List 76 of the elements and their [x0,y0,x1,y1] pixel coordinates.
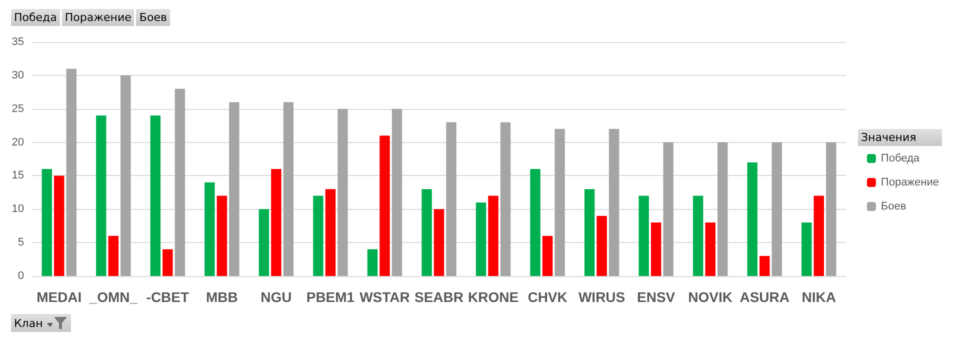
bar [392,108,402,276]
x-tick-label: -CBET [146,289,190,305]
x-tick-label: _OMN_ [88,289,138,305]
bar [434,209,444,276]
bar [705,222,716,276]
bar [663,142,674,276]
bar [42,169,52,276]
x-axis-title: Клан [14,316,43,330]
bar [422,189,432,276]
legend-label: Поражение [880,176,940,188]
y-tick-label: 30 [12,69,24,82]
x-tick-label: NIKA [802,289,836,305]
bar [826,142,836,276]
bar [174,88,186,276]
bar [325,189,336,276]
bar [638,196,649,276]
x-tick-label: MEDAI [36,289,82,305]
bar [747,162,758,276]
bar [759,256,770,276]
legend-label: Боев [880,200,906,212]
bar [108,236,119,276]
bar [338,108,348,276]
y-tick-label: 15 [12,170,24,182]
text: Поражение [62,9,134,26]
x-tick-label: KRONE [468,289,519,305]
bar [542,236,553,276]
y-tick-label: 35 [12,36,24,48]
bar [802,222,812,276]
y-tick-label: 20 [12,136,24,148]
bar [216,196,228,276]
bar [814,196,824,276]
bar [596,216,607,276]
bar [271,169,282,276]
bar [584,189,595,276]
bar [96,116,106,276]
bar [772,142,782,276]
bar [204,182,215,276]
y-tick-label: 10 [12,203,24,216]
bar [488,196,498,276]
bar [283,102,294,276]
x-tick-label: ENSV [637,289,676,305]
text: Победа [11,9,60,26]
legend-label: Победа [880,152,920,164]
bar [500,122,511,276]
bar [650,222,662,276]
bar [54,176,64,276]
text: Боев [136,9,170,26]
bar [229,102,240,276]
bar [258,209,270,276]
x-tick-label: NGU [260,289,292,305]
bar [476,202,486,276]
x-tick-label: CHVK [528,289,568,305]
x-tick-label: WIRUS [578,289,626,305]
bar [530,169,540,276]
x-tick-label: ASURA [740,289,790,305]
y-tick-label: 5 [18,236,24,249]
x-tick-label: WSTAR [360,289,410,305]
x-tick-label: SEABR [414,289,464,305]
bar [554,128,565,276]
y-tick-label: 0 [18,270,24,282]
bar [446,122,456,276]
x-tick-label: MBB [206,289,238,305]
bar [150,116,161,276]
bar [120,75,131,276]
bar [367,249,378,276]
y-tick-label: 25 [12,102,24,115]
legend-title: Значения [858,129,942,146]
bar [380,136,390,276]
bar [692,196,704,276]
x-tick-label: NOVIK [688,289,733,305]
bar [313,196,324,276]
x-tick-label: PBEM1 [306,289,355,305]
bar [66,68,76,276]
bar [608,128,620,276]
bar [162,249,173,276]
bar [717,142,728,276]
